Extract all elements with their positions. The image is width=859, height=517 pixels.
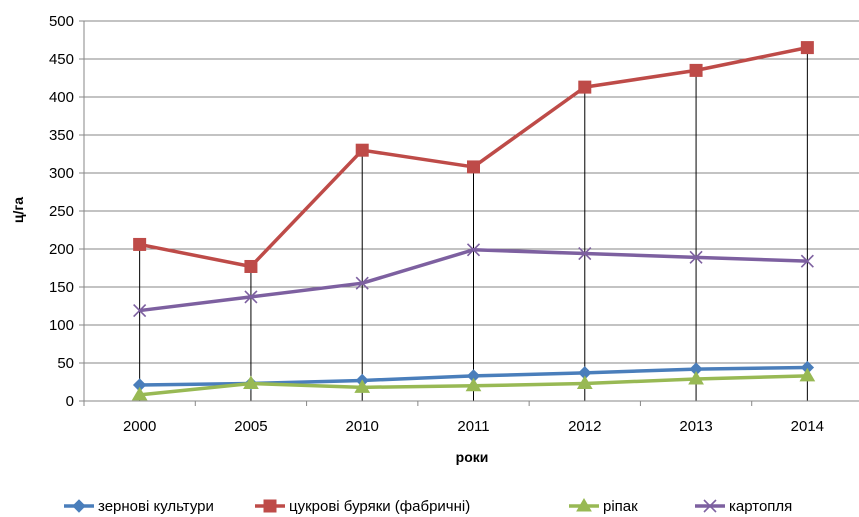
legend-entry: цукрові буряки (фабричні) bbox=[255, 498, 470, 515]
y-tick-label: 150 bbox=[49, 279, 74, 296]
marker-stroke bbox=[703, 499, 717, 513]
legend-label: картопля bbox=[729, 498, 792, 515]
data-point bbox=[800, 254, 814, 268]
data-point bbox=[133, 237, 147, 251]
marker-stroke bbox=[689, 250, 703, 264]
legend-label: цукрові буряки (фабричні) bbox=[289, 498, 470, 515]
data-point bbox=[578, 246, 592, 261]
x-tick-labels: 2000 2005 2010 2011 2012 2013 2014 bbox=[123, 418, 824, 435]
data-point bbox=[244, 290, 258, 304]
y-tick-label: 250 bbox=[49, 203, 74, 220]
marker-stroke bbox=[466, 243, 481, 257]
data-point bbox=[576, 375, 593, 390]
x-tick-label: 2013 bbox=[679, 418, 712, 435]
marker-stroke bbox=[244, 290, 258, 304]
legend-label: ріпак bbox=[603, 498, 638, 515]
grid bbox=[84, 20, 859, 364]
data-point bbox=[131, 386, 148, 401]
y-tick-label: 300 bbox=[49, 165, 74, 182]
legend-entry: картопля bbox=[695, 498, 792, 515]
series bbox=[131, 41, 816, 401]
data-point bbox=[466, 243, 481, 257]
y-tick-label: 400 bbox=[49, 89, 74, 106]
y-tick-label: 0 bbox=[66, 393, 74, 410]
marker-stroke bbox=[800, 254, 814, 268]
x-tick-label: 2011 bbox=[457, 418, 489, 435]
y-tick-label: 350 bbox=[49, 127, 74, 144]
y-tick-label: 100 bbox=[49, 317, 74, 334]
marker-stroke bbox=[355, 276, 369, 290]
x-axis-title: роки bbox=[456, 449, 489, 465]
legend-entry: зернові культури bbox=[64, 498, 214, 515]
y-tick-labels: 0 50 100 150 200 250 300 350 400 450 500 bbox=[49, 13, 74, 410]
x-tick-label: 2012 bbox=[568, 418, 601, 435]
legend-label: зернові культури bbox=[98, 498, 214, 515]
marker-stroke bbox=[578, 246, 592, 261]
y-axis-title: ц/га bbox=[10, 197, 26, 223]
y-tick-label: 200 bbox=[49, 241, 74, 258]
x-tick-label: 2005 bbox=[234, 418, 267, 435]
x-tick-label: 2014 bbox=[791, 418, 824, 435]
x-tick-label: 2000 bbox=[123, 418, 156, 435]
data-point bbox=[688, 370, 704, 385]
data-point bbox=[467, 160, 480, 174]
drop-lines bbox=[139, 47, 808, 401]
data-point bbox=[800, 41, 814, 55]
data-point bbox=[355, 143, 369, 157]
y-tick-label: 500 bbox=[49, 13, 74, 30]
legend-swatch-marker bbox=[703, 499, 717, 513]
y-tick-label: 50 bbox=[57, 355, 74, 372]
data-point bbox=[244, 259, 258, 273]
legend-swatch-marker bbox=[72, 499, 86, 513]
data-point bbox=[578, 80, 592, 94]
legend-swatch-marker bbox=[576, 498, 592, 512]
data-point bbox=[689, 63, 703, 77]
data-point bbox=[133, 303, 147, 318]
legend-entry: ріпак bbox=[569, 498, 638, 515]
legend-swatch-marker bbox=[263, 499, 277, 513]
axes bbox=[79, 20, 859, 406]
x-tick-label: 2010 bbox=[346, 418, 379, 435]
data-point bbox=[799, 367, 816, 382]
data-point bbox=[355, 276, 369, 290]
data-point bbox=[243, 375, 259, 390]
y-tick-label: 450 bbox=[49, 51, 74, 68]
data-point bbox=[689, 250, 703, 264]
data-point bbox=[465, 377, 482, 392]
legend: зернові культури цукрові буряки (фабричні… bbox=[64, 498, 792, 515]
data-point bbox=[354, 379, 371, 393]
marker-stroke bbox=[133, 303, 147, 318]
